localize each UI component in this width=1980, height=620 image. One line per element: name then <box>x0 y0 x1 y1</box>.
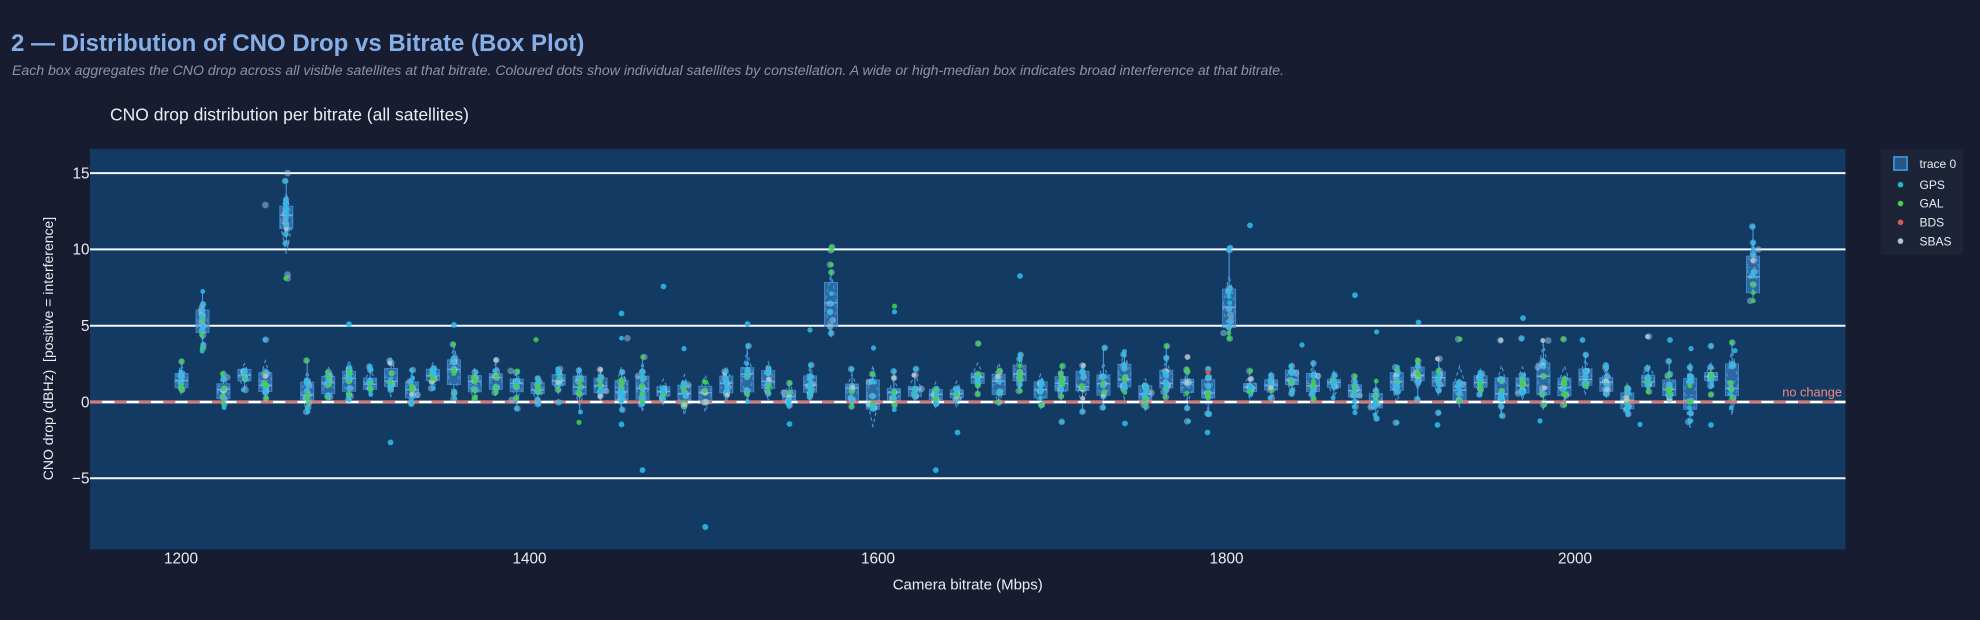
svg-text:1200: 1200 <box>164 551 198 568</box>
svg-text:5: 5 <box>81 318 90 335</box>
svg-text:no change: no change <box>1782 385 1842 400</box>
svg-text:1800: 1800 <box>1209 551 1243 568</box>
svg-text:SBAS: SBAS <box>1920 234 1952 248</box>
svg-text:GPS: GPS <box>1920 178 1945 192</box>
svg-text:Each box aggregates the CNO dr: Each box aggregates the CNO drop across … <box>12 62 1284 78</box>
svg-text:CNO drop distribution per bitr: CNO drop distribution per bitrate (all s… <box>110 105 469 125</box>
svg-text:BDS: BDS <box>1920 216 1945 230</box>
svg-text:10: 10 <box>72 242 89 259</box>
svg-text:GAL: GAL <box>1920 197 1944 211</box>
svg-text:1400: 1400 <box>512 551 546 568</box>
svg-text:−5: −5 <box>72 471 89 488</box>
svg-text:CNO drop (dBHz) [positive = i: CNO drop (dBHz) [positive = interference… <box>40 217 56 480</box>
svg-text:trace 0: trace 0 <box>1920 157 1957 171</box>
svg-text:1600: 1600 <box>861 551 895 568</box>
svg-text:Camera bitrate (Mbps): Camera bitrate (Mbps) <box>893 577 1043 594</box>
svg-text:15: 15 <box>72 165 89 182</box>
svg-text:2000: 2000 <box>1558 551 1592 568</box>
svg-text:0: 0 <box>81 394 90 411</box>
svg-text:2 — Distribution of CNO Drop v: 2 — Distribution of CNO Drop vs Bitrate … <box>11 30 584 57</box>
